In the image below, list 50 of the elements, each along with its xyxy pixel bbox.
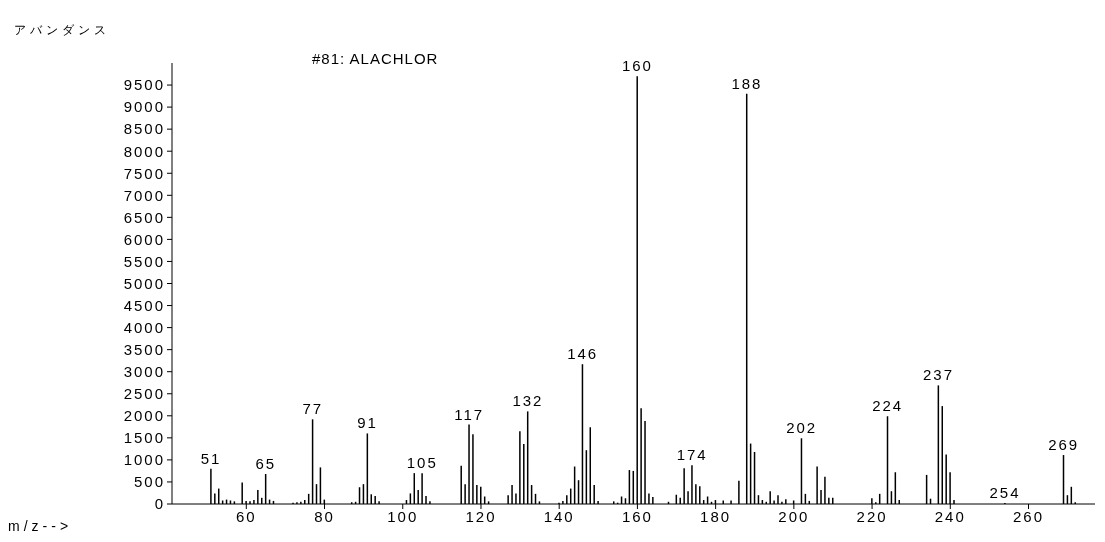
y-tick-label: 8000 <box>123 142 165 160</box>
y-tick-label: 4500 <box>123 296 165 314</box>
annotation: 117 <box>454 405 485 423</box>
x-tick-label: 180 <box>700 507 732 525</box>
y-tick-label: 0 <box>154 495 165 513</box>
annotation: 65 <box>255 455 277 473</box>
annotation: 237 <box>923 366 955 384</box>
x-tick-label: 200 <box>778 507 810 525</box>
annotation: 254 <box>989 484 1021 502</box>
annotation: 105 <box>406 454 438 472</box>
annotation: 174 <box>676 446 708 464</box>
y-tick-label: 8500 <box>123 120 165 138</box>
x-tick-label: 140 <box>543 507 575 525</box>
y-tick-label: 6000 <box>123 230 165 248</box>
y-tick-label: 2500 <box>123 385 165 403</box>
annotation: 51 <box>200 449 222 467</box>
annotation: 202 <box>786 419 818 437</box>
y-tick-label: 5500 <box>123 252 165 270</box>
x-tick-label: 220 <box>856 507 888 525</box>
annotation: 77 <box>302 400 324 418</box>
x-tick-label: 160 <box>621 507 653 525</box>
x-tick-label: 120 <box>465 507 497 525</box>
annotation: 146 <box>567 345 599 363</box>
y-tick-label: 3000 <box>123 363 165 381</box>
annotation: 132 <box>512 392 544 410</box>
x-tick-label: 80 <box>314 507 335 525</box>
x-tick-label: 60 <box>235 507 257 525</box>
chart-title: #81: ALACHLOR <box>312 50 439 67</box>
annotation: 224 <box>872 397 904 415</box>
y-tick-label: 500 <box>133 473 165 491</box>
y-tick-label: 1000 <box>123 451 165 469</box>
y-tick-label: 4000 <box>123 318 165 336</box>
y-tick-label: 1500 <box>123 429 165 447</box>
y-tick-label: 3500 <box>123 340 165 358</box>
x-axis-title: m/z--> <box>8 518 73 534</box>
y-tick-label: 2000 <box>123 407 165 425</box>
annotation: 91 <box>357 414 378 432</box>
annotation: 160 <box>621 57 653 75</box>
y-axis-title: アバンダンス <box>14 22 110 39</box>
y-tick-label: 7000 <box>123 186 165 204</box>
y-tick-label: 9000 <box>123 98 165 116</box>
y-tick-label: 6500 <box>123 208 165 226</box>
y-tick-label: 9500 <box>123 76 165 94</box>
y-tick-label: 5000 <box>123 274 165 292</box>
x-tick-label: 100 <box>387 507 419 525</box>
x-tick-label: 240 <box>934 507 966 525</box>
y-tick-label: 7500 <box>123 164 165 182</box>
x-tick-label: 260 <box>1013 507 1045 525</box>
annotation: 188 <box>731 74 763 92</box>
annotation: 269 <box>1048 436 1080 454</box>
